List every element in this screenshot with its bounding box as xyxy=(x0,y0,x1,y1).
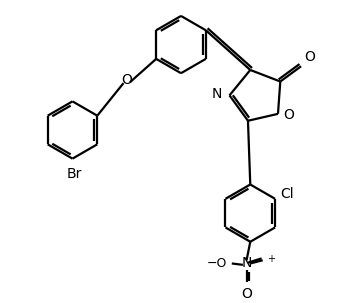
Text: N: N xyxy=(211,88,222,102)
Text: +: + xyxy=(268,254,275,264)
Text: −O: −O xyxy=(206,257,227,270)
Text: N: N xyxy=(241,256,252,271)
Text: O: O xyxy=(283,108,294,122)
Text: O: O xyxy=(121,73,132,87)
Text: O: O xyxy=(304,50,315,65)
Text: Cl: Cl xyxy=(281,187,294,201)
Text: O: O xyxy=(241,288,252,301)
Text: Br: Br xyxy=(66,167,81,181)
